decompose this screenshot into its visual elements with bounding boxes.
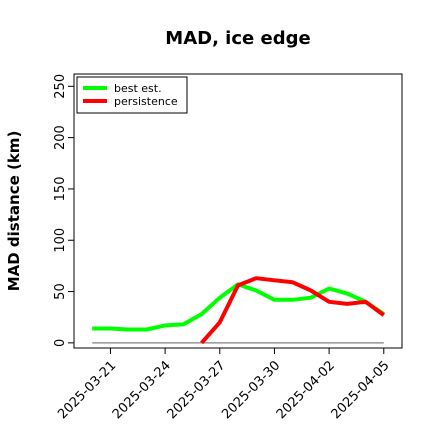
x-tick-label: 2025-04-05 [329,358,393,422]
y-axis: 0 50 100 150 200 250 [53,74,74,347]
legend: best est. persistence [76,76,188,114]
legend-box [76,76,188,114]
y-tick-label: 100 [53,228,68,253]
legend-label-best-est: best est. [114,82,162,95]
y-tick-label: 150 [53,177,68,202]
series-group [92,276,385,345]
series-line-best-est [92,282,385,332]
legend-label-persistence: persistence [114,95,178,108]
y-tick-label: 200 [53,125,68,150]
series-line-persistence [200,276,385,345]
y-tick-label: 50 [53,283,68,300]
y-axis-label: MAD distance (km) [5,131,23,292]
chart-title: MAD, ice edge [165,28,310,49]
plot-frame [73,73,403,349]
y-tick-label: 0 [53,339,68,347]
x-axis: 2025-03-212025-03-242025-03-272025-03-30… [55,348,393,422]
y-tick-label: 250 [53,74,68,99]
